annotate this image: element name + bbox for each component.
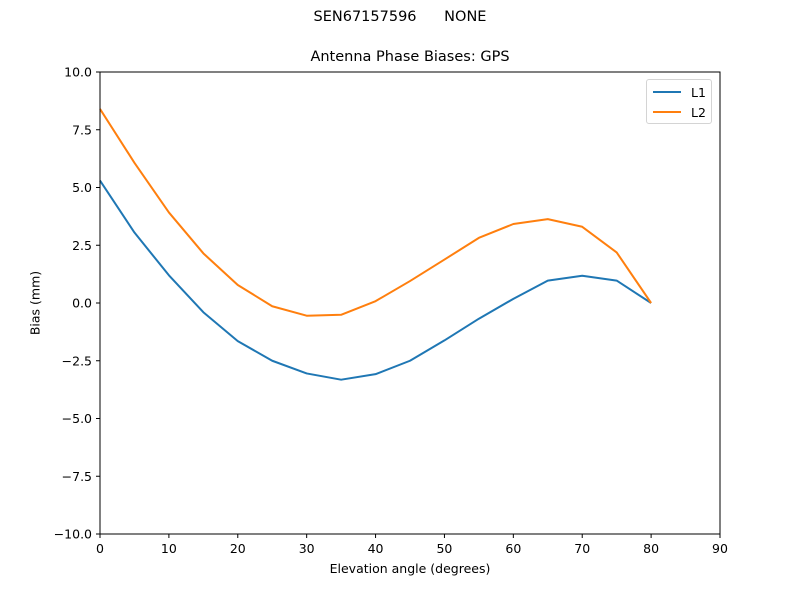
legend-label-l2: L2 [691, 104, 706, 120]
x-tick-label: 30 [299, 541, 315, 556]
chart-title: Antenna Phase Biases: GPS [310, 49, 510, 65]
x-tick-label: 60 [505, 541, 521, 556]
y-tick-label: 5.0 [72, 180, 92, 195]
data-series [99, 108, 652, 381]
series-line-l1 [99, 180, 652, 381]
legend-swatch-l2 [653, 111, 681, 113]
y-tick-label: 0.0 [72, 296, 92, 311]
figure-suptitle: SEN67157596 NONE [313, 9, 487, 25]
legend-item-l1: L1 [653, 84, 706, 100]
y-axis-label: Bias (mm) [27, 270, 43, 336]
y-tick-label: 7.5 [72, 122, 92, 137]
y-tick-label: −7.5 [62, 469, 92, 484]
x-tick-label: 70 [574, 541, 590, 556]
series-line-l2 [99, 108, 652, 317]
legend-item-l2: L2 [653, 104, 706, 120]
x-tick-label: 50 [436, 541, 452, 556]
y-tick-label: 10.0 [64, 65, 92, 80]
axis-ticks: 0 10 20 30 40 50 60 70 80 90 −10.0 −7.5 −5.0 −2.5 0.0 2… [54, 65, 728, 557]
x-tick-label: 10 [161, 541, 177, 556]
y-tick-label: 2.5 [72, 238, 92, 253]
axes-frame [99, 71, 721, 535]
legend-label-l1: L1 [691, 84, 706, 100]
x-tick-label: 0 [96, 541, 104, 556]
y-tick-label: −2.5 [62, 353, 92, 368]
x-tick-label: 20 [230, 541, 246, 556]
x-tick-label: 90 [712, 541, 728, 556]
y-tick-label: −5.0 [62, 411, 92, 426]
legend: L1 L2 [646, 79, 712, 124]
x-tick-label: 80 [643, 541, 659, 556]
x-tick-label: 40 [368, 541, 384, 556]
y-tick-label: −10.0 [54, 527, 92, 542]
x-axis-label: Elevation angle (degrees) [329, 561, 491, 576]
legend-swatch-l1 [653, 91, 681, 93]
